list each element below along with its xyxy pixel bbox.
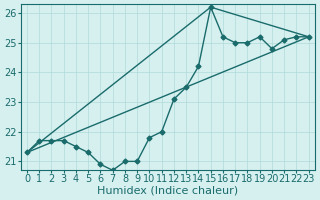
X-axis label: Humidex (Indice chaleur): Humidex (Indice chaleur) (97, 186, 238, 196)
